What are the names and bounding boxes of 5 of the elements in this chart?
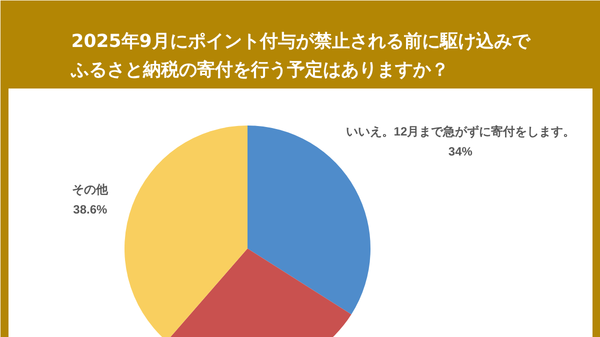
slice-label: いいえ。12月まで急がずに寄付をします。: [346, 124, 576, 138]
data-label: 34%: [448, 144, 473, 158]
data-label: 38.6%: [73, 202, 108, 217]
chart-title: 2025年9月にポイント付与が禁止される前に駆け込みでふるさと納税の寄付を行う予定はありますか？: [70, 31, 531, 80]
slice-label: その他: [72, 182, 110, 197]
